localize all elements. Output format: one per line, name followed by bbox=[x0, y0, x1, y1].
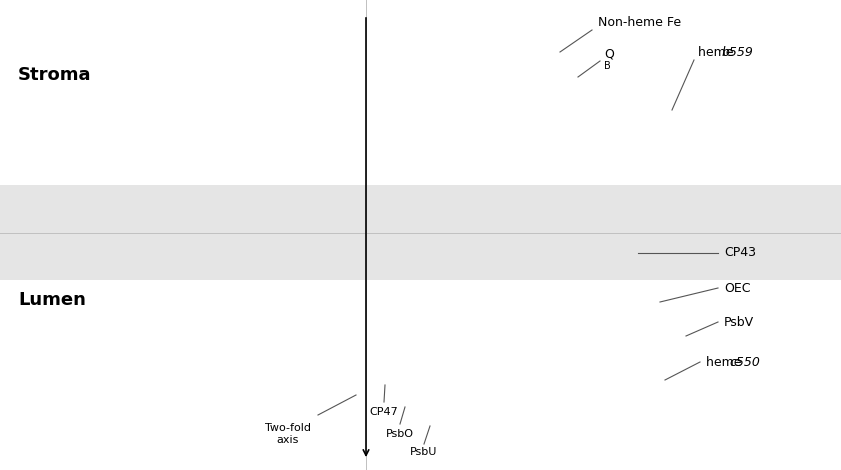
Text: Stroma: Stroma bbox=[18, 66, 92, 84]
Text: b559: b559 bbox=[722, 46, 754, 58]
Text: OEC: OEC bbox=[724, 282, 750, 295]
Text: PsbU: PsbU bbox=[410, 447, 437, 457]
Text: Non-heme Fe: Non-heme Fe bbox=[598, 16, 681, 29]
Text: c550: c550 bbox=[729, 355, 760, 368]
Text: PsbO: PsbO bbox=[386, 429, 414, 439]
Text: heme: heme bbox=[706, 355, 745, 368]
Text: CP43: CP43 bbox=[724, 246, 756, 259]
Text: Lumen: Lumen bbox=[18, 291, 86, 309]
Text: B: B bbox=[604, 61, 611, 71]
Bar bbox=[0, 185, 841, 280]
Text: heme: heme bbox=[698, 46, 738, 58]
Text: CP47: CP47 bbox=[370, 407, 399, 417]
Text: Two-fold
axis: Two-fold axis bbox=[265, 423, 311, 445]
Text: PsbV: PsbV bbox=[724, 315, 754, 329]
Text: Q: Q bbox=[604, 47, 614, 61]
